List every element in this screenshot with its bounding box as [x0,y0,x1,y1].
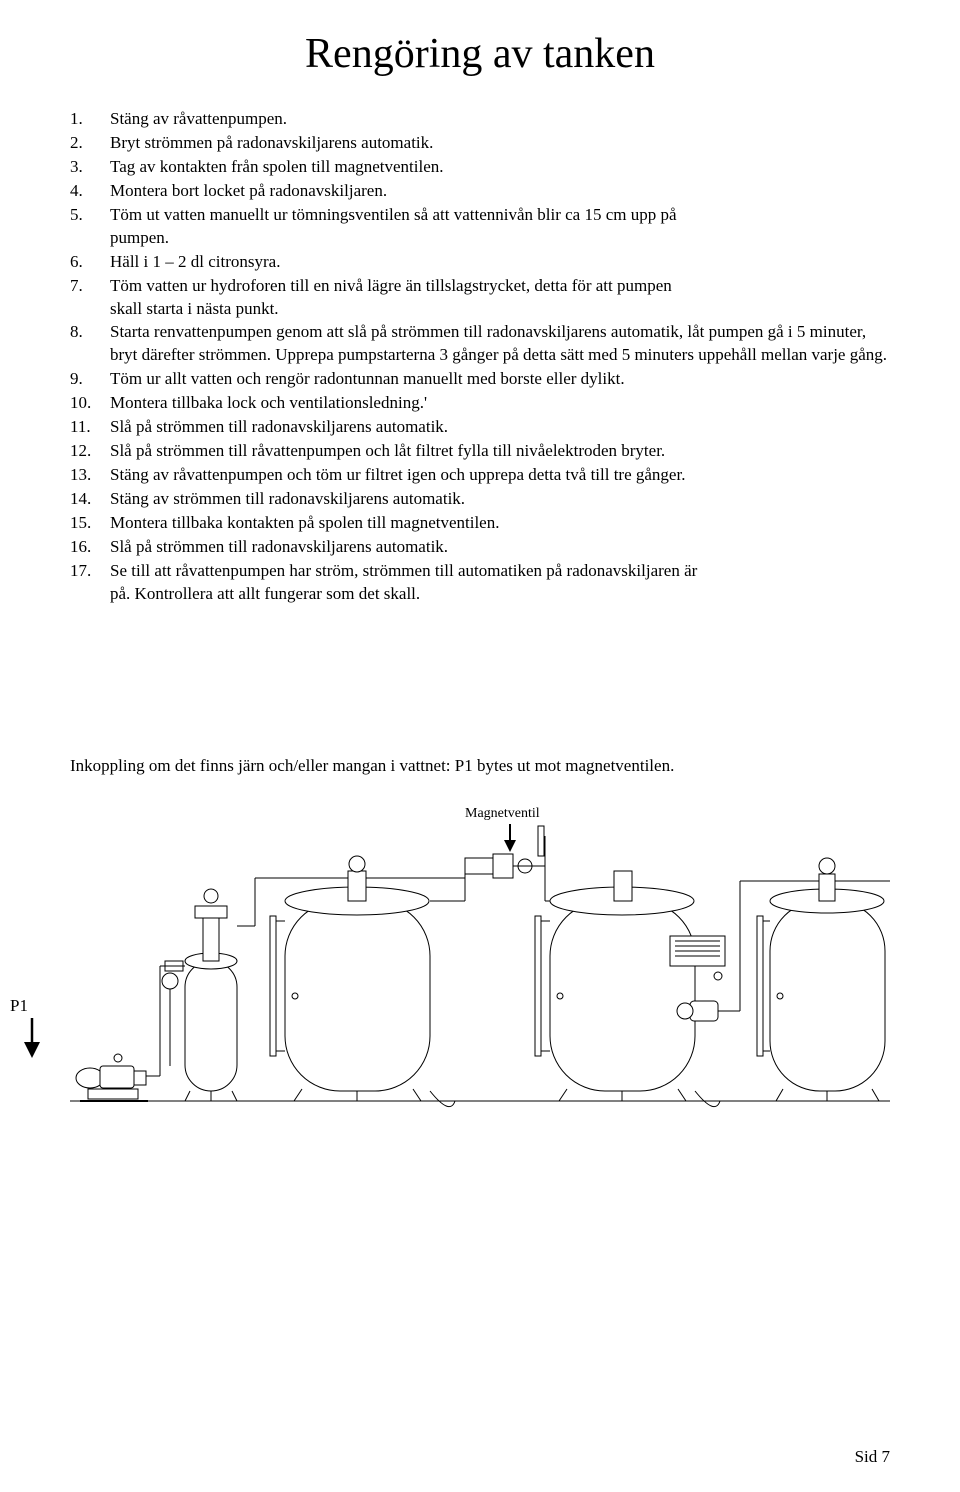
list-item-text: Stäng av råvattenpumpen och töm ur filtr… [110,464,890,487]
list-item-text: Töm vatten ur hydroforen till en nivå lä… [110,275,700,321]
list-item-text: Se till att råvattenpumpen har ström, st… [110,560,700,606]
list-item-text: Bryt strömmen på radonavskiljarens autom… [110,132,890,155]
list-item: 4.Montera bort locket på radonavskiljare… [70,180,890,203]
list-item-number: 2. [70,132,110,155]
list-item: 15.Montera tillbaka kontakten på spolen … [70,512,890,535]
list-item-number: 4. [70,180,110,203]
list-item-text: Töm ut vatten manuellt ur tömningsventil… [110,204,700,250]
list-item-text: Starta renvattenpumpen genom att slå på … [110,321,890,367]
list-item-text: Stäng av råvattenpumpen. [110,108,890,131]
list-item: 14.Stäng av strömmen till radonavskiljar… [70,488,890,511]
list-item: 12.Slå på strömmen till råvattenpumpen o… [70,440,890,463]
list-item: 9.Töm ur allt vatten och rengör radontun… [70,368,890,391]
list-item-text: Tag av kontakten från spolen till magnet… [110,156,890,179]
list-item: 10.Montera tillbaka lock och ventilation… [70,392,890,415]
list-item-number: 5. [70,204,110,250]
footnote-text: Inkoppling om det finns järn och/eller m… [70,756,890,776]
page-number: Sid 7 [855,1447,890,1467]
list-item-text: Montera tillbaka kontakten på spolen til… [110,512,890,535]
list-item: 6.Häll i 1 – 2 dl citronsyra. [70,251,890,274]
list-item-number: 9. [70,368,110,391]
list-item-number: 1. [70,108,110,131]
list-item-number: 16. [70,536,110,559]
arrow-down-icon [22,1018,42,1058]
list-item-number: 6. [70,251,110,274]
list-item-number: 13. [70,464,110,487]
magnet-label: Magnetventil [465,806,540,822]
list-item-number: 11. [70,416,110,439]
list-item: 3.Tag av kontakten från spolen till magn… [70,156,890,179]
list-item-text: Montera bort locket på radonavskiljaren. [110,180,890,203]
list-item-number: 3. [70,156,110,179]
tank-system-svg [70,806,890,1126]
page-title: Rengöring av tanken [70,30,890,78]
list-item-number: 15. [70,512,110,535]
list-item-number: 7. [70,275,110,321]
plumbing-diagram: Magnetventil P1 [70,806,890,1126]
list-item-text: Slå på strömmen till radonavskiljarens a… [110,536,890,559]
list-item-text: Slå på strömmen till radonavskiljarens a… [110,416,890,439]
list-item: 17.Se till att råvattenpumpen har ström,… [70,560,890,606]
list-item-number: 12. [70,440,110,463]
list-item-number: 8. [70,321,110,367]
list-item-number: 17. [70,560,110,606]
list-item-text: Töm ur allt vatten och rengör radontunna… [110,368,700,391]
list-item: 11.Slå på strömmen till radonavskiljaren… [70,416,890,439]
list-item: 2.Bryt strömmen på radonavskiljarens aut… [70,132,890,155]
list-item: 16.Slå på strömmen till radonavskiljaren… [70,536,890,559]
list-item-text: Häll i 1 – 2 dl citronsyra. [110,251,890,274]
list-item-number: 14. [70,488,110,511]
list-item: 13.Stäng av råvattenpumpen och töm ur fi… [70,464,890,487]
arrow-down-icon [502,824,518,852]
list-item: 1.Stäng av råvattenpumpen. [70,108,890,131]
list-item-number: 10. [70,392,110,415]
list-item-text: Montera tillbaka lock och ventilationsle… [110,392,890,415]
list-item-text: Stäng av strömmen till radonavskiljarens… [110,488,890,511]
list-item-text: Slå på strömmen till råvattenpumpen och … [110,440,890,463]
list-item: 7.Töm vatten ur hydroforen till en nivå … [70,275,890,321]
p1-label: P1 [10,996,28,1016]
list-item: 8.Starta renvattenpumpen genom att slå p… [70,321,890,367]
instruction-list: 1.Stäng av råvattenpumpen.2.Bryt strömme… [70,108,890,606]
list-item: 5.Töm ut vatten manuellt ur tömningsvent… [70,204,890,250]
